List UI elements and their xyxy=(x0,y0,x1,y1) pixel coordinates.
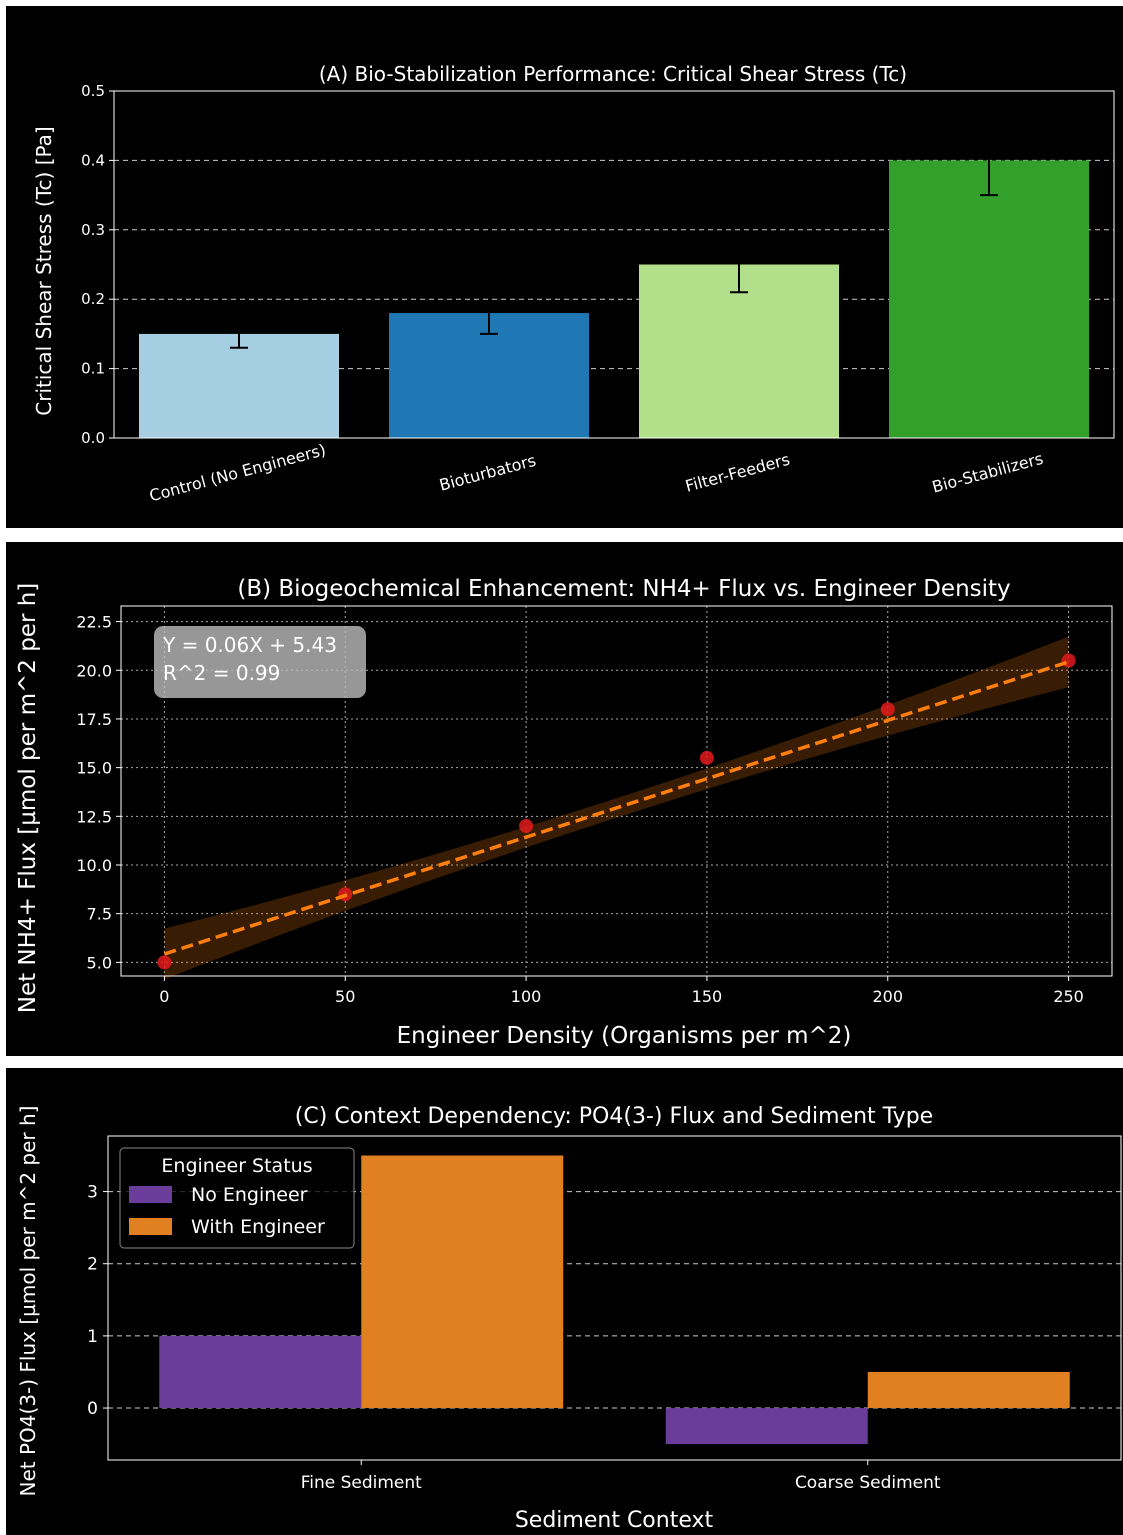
plot-frame xyxy=(113,90,1115,439)
legend-title: Engineer Status xyxy=(161,1155,312,1177)
y-tick-label-4: 15.0 xyxy=(76,759,112,778)
chart-b-ylabel: Net NH4+ Flux [µmol per m^2 per h] xyxy=(15,583,41,1014)
x-tick-label-1: Coarse Sediment xyxy=(795,1473,941,1493)
chart-a-title: (A) Bio-Stabilization Performance: Criti… xyxy=(319,62,907,86)
legend-label-1: With Engineer xyxy=(191,1216,325,1238)
bar-2 xyxy=(639,264,839,438)
bar-3 xyxy=(889,160,1089,438)
x-tick-label-0: Fine Sediment xyxy=(301,1473,422,1493)
x-tick-label-1: Bioturbators xyxy=(437,451,538,495)
y-tick-label-3: 3 xyxy=(87,1183,98,1203)
x-tick-label-3: 150 xyxy=(692,987,723,1006)
bar-1-0 xyxy=(665,1408,868,1445)
legend-swatch-1 xyxy=(129,1218,172,1235)
y-tick-label-0: 0.0 xyxy=(81,429,105,447)
plot-frame xyxy=(107,1135,1122,1461)
x-tick-label-4: 200 xyxy=(872,987,903,1006)
chart-b-title: (B) Biogeochemical Enhancement: NH4+ Flu… xyxy=(237,576,1010,602)
chart-a: (A) Bio-Stabilization Performance: Criti… xyxy=(32,62,1115,505)
legend-label-0: No Engineer xyxy=(191,1184,308,1206)
panel-a: (A) Bio-Stabilization Performance: Criti… xyxy=(6,6,1123,528)
x-tick-label-0: Control (No Engineers) xyxy=(147,440,328,505)
y-tick-label-1: 0.1 xyxy=(81,360,105,378)
bar-0-1 xyxy=(361,1155,564,1409)
bar-0 xyxy=(139,333,339,438)
regression-line xyxy=(163,660,1070,956)
chart-c-ylabel: Net PO4(3-) Flux [µmol per m^2 per h] xyxy=(16,1106,40,1497)
chart-a-ylabel: Critical Shear Stress (Tc) [Pa] xyxy=(32,126,56,415)
y-tick-label-2: 2 xyxy=(87,1255,98,1275)
chart-b: (B) Biogeochemical Enhancement: NH4+ Flu… xyxy=(15,576,1113,1049)
x-tick-label-3: Bio-Stabilizers xyxy=(930,449,1045,497)
x-tick-label-2: Filter-Feeders xyxy=(683,450,792,496)
y-tick-label-0: 5.0 xyxy=(87,953,112,972)
bar-0-0 xyxy=(159,1335,362,1409)
legend-swatch-0 xyxy=(129,1186,172,1203)
panel-b: (B) Biogeochemical Enhancement: NH4+ Flu… xyxy=(6,542,1123,1056)
y-tick-label-2: 0.2 xyxy=(81,290,105,308)
x-tick-label-0: 0 xyxy=(159,987,169,1006)
annotation-line-1: R^2 = 0.99 xyxy=(163,661,280,685)
annotation-line-0: Y = 0.06X + 5.43 xyxy=(162,633,337,657)
data-point-5 xyxy=(1061,653,1076,668)
y-tick-label-2: 10.0 xyxy=(76,856,112,875)
plot-frame xyxy=(120,605,1113,977)
y-tick-label-5: 17.5 xyxy=(76,710,112,729)
x-tick-label-1: 50 xyxy=(335,987,355,1006)
chart-c: (C) Context Dependency: PO4(3-) Flux and… xyxy=(16,1104,1122,1533)
data-point-3 xyxy=(699,750,714,765)
y-tick-label-5: 0.5 xyxy=(81,82,105,100)
bar-1-1 xyxy=(867,1371,1070,1409)
chart-c-title: (C) Context Dependency: PO4(3-) Flux and… xyxy=(295,1104,933,1129)
y-tick-label-4: 0.4 xyxy=(81,151,105,169)
x-tick-label-5: 250 xyxy=(1053,987,1084,1006)
y-tick-label-1: 1 xyxy=(87,1327,98,1347)
x-tick-label-2: 100 xyxy=(511,987,542,1006)
legend-box xyxy=(119,1147,355,1249)
annotation-box xyxy=(154,626,366,698)
panel-c: (C) Context Dependency: PO4(3-) Flux and… xyxy=(6,1068,1123,1535)
chart-c-xlabel: Sediment Context xyxy=(515,1508,714,1533)
chart-b-xlabel: Engineer Density (Organisms per m^2) xyxy=(397,1023,852,1049)
data-point-4 xyxy=(880,702,895,717)
y-tick-label-3: 0.3 xyxy=(81,221,105,239)
y-tick-label-3: 12.5 xyxy=(76,807,112,826)
y-tick-label-0: 0 xyxy=(87,1399,98,1419)
data-point-0 xyxy=(157,955,172,970)
y-tick-label-1: 7.5 xyxy=(87,905,112,924)
data-point-2 xyxy=(519,819,534,834)
y-tick-label-7: 22.5 xyxy=(76,613,112,632)
y-tick-label-6: 20.0 xyxy=(76,661,112,680)
